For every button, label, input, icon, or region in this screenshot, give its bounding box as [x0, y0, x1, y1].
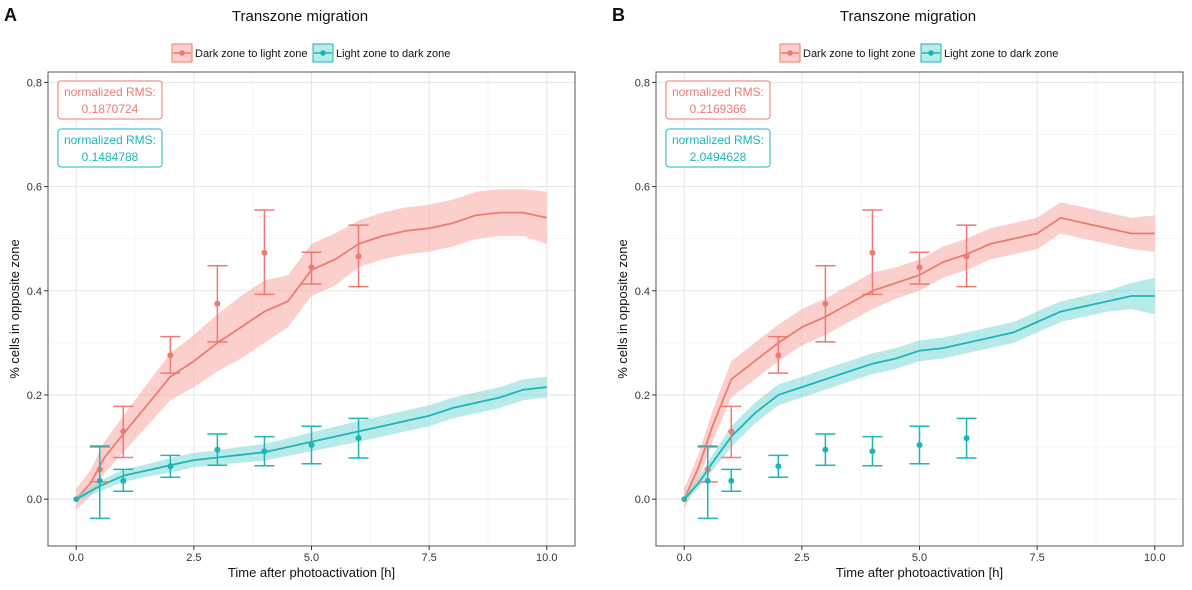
- y-tick-label: 0.6: [27, 182, 42, 194]
- rms-box-frame: [665, 80, 771, 120]
- simulation-line-red: [75, 211, 547, 500]
- gridlines: [48, 72, 575, 546]
- rms-box-frame: [665, 128, 771, 168]
- series-teal: [681, 277, 1155, 502]
- data-point: [728, 428, 735, 435]
- rms-label: normalized RMS:: [672, 133, 764, 147]
- rms-box-red: normalized RMS: 0.1870724: [57, 80, 163, 120]
- panel-label: B: [612, 5, 625, 25]
- data-point: [120, 477, 127, 484]
- legend-key-dot-red: [179, 50, 185, 56]
- x-tick-label: 2.5: [794, 552, 809, 564]
- experimental-teal: [89, 417, 369, 520]
- legend-key-dot-teal: [320, 50, 326, 56]
- legend: Dark zone to light zone Light zone to dar…: [779, 43, 1058, 63]
- x-tick-label: 2.5: [186, 552, 201, 564]
- legend-key-dot-teal: [928, 50, 934, 56]
- data-point: [214, 300, 221, 307]
- rms-label: normalized RMS:: [64, 85, 156, 99]
- chart-title: Transzone migration: [840, 8, 976, 25]
- rms-box-teal: normalized RMS: 2.0494628: [665, 128, 771, 168]
- confidence-band-teal: [684, 277, 1155, 502]
- data-point: [704, 477, 711, 484]
- experimental-teal: [697, 417, 977, 520]
- data-point: [96, 477, 103, 484]
- data-point: [916, 441, 923, 448]
- panel-label: A: [4, 5, 17, 25]
- rms-value: 0.2169366: [690, 102, 747, 116]
- y-tick-label: 0.6: [635, 182, 650, 194]
- y-tick-label: 0.4: [635, 286, 650, 298]
- y-tick-label: 0.0: [27, 494, 42, 506]
- x-tick-label: 5.0: [912, 552, 927, 564]
- x-tick-label: 0.0: [677, 552, 692, 564]
- rms-box-frame: [57, 128, 163, 168]
- chart-panel-A: A Transzone migration Dark zone to light z…: [4, 5, 576, 580]
- rms-value: 0.1484788: [82, 150, 139, 164]
- x-tick-label: 7.5: [421, 552, 436, 564]
- legend-label-light-to-dark: Light zone to dark zone: [944, 48, 1058, 60]
- data-point: [355, 253, 362, 260]
- simulation-line-teal: [683, 295, 1155, 500]
- data-point: [167, 463, 174, 470]
- axes: 0.0 0.2 0.4 0.6 0.8 0.0 2.5 5.0 7.5 10.0 Time afte…: [615, 77, 1165, 580]
- data-point: [869, 448, 876, 455]
- data-point: [167, 352, 174, 359]
- data-point: [822, 300, 829, 307]
- rms-value: 0.1870724: [82, 102, 139, 116]
- data-point: [775, 463, 782, 470]
- x-axis-label: Time after photoactivation [h]: [228, 565, 395, 580]
- rms-box-red: normalized RMS: 0.2169366: [665, 80, 771, 120]
- rms-box-frame: [57, 80, 163, 120]
- x-tick-label: 0.0: [69, 552, 84, 564]
- legend-label-light-to-dark: Light zone to dark zone: [336, 48, 450, 60]
- start-point-teal: [681, 496, 688, 502]
- y-tick-label: 0.2: [27, 390, 42, 402]
- rms-label: normalized RMS:: [64, 133, 156, 147]
- start-point-teal: [73, 496, 80, 502]
- chart-title: Transzone migration: [232, 8, 368, 25]
- y-axis-label: % cells in opposite zone: [7, 239, 22, 378]
- x-tick-label: 7.5: [1029, 552, 1044, 564]
- y-tick-label: 0.2: [635, 390, 650, 402]
- y-tick-label: 0.0: [635, 494, 650, 506]
- x-tick-label: 10.0: [1144, 552, 1165, 564]
- data-point: [963, 253, 970, 260]
- legend-label-dark-to-light: Dark zone to light zone: [803, 48, 916, 60]
- simulation-line-red: [683, 216, 1155, 500]
- legend: Dark zone to light zone Light zone to dar…: [171, 43, 450, 63]
- x-tick-label: 10.0: [536, 552, 557, 564]
- y-tick-label: 0.8: [27, 77, 42, 89]
- data-point: [355, 435, 362, 442]
- data-point: [822, 446, 829, 453]
- data-point: [261, 448, 268, 455]
- data-point: [963, 435, 970, 442]
- y-axis-label: % cells in opposite zone: [615, 239, 630, 378]
- data-point: [728, 477, 735, 484]
- x-tick-label: 5.0: [304, 552, 319, 564]
- data-point: [308, 264, 315, 271]
- data-point: [869, 249, 876, 256]
- legend-key-dot-red: [787, 50, 793, 56]
- rms-box-teal: normalized RMS: 0.1484788: [57, 128, 163, 168]
- data-point: [120, 428, 127, 435]
- data-point: [775, 352, 782, 359]
- data-point: [261, 249, 268, 256]
- y-tick-label: 0.4: [27, 286, 42, 298]
- legend-label-dark-to-light: Dark zone to light zone: [195, 48, 308, 60]
- data-point: [308, 441, 315, 448]
- x-axis-label: Time after photoactivation [h]: [836, 565, 1003, 580]
- y-tick-label: 0.8: [635, 77, 650, 89]
- rms-label: normalized RMS:: [672, 85, 764, 99]
- data-point: [214, 446, 221, 453]
- rms-value: 2.0494628: [690, 150, 747, 164]
- axes: 0.0 0.2 0.4 0.6 0.8 0.0 2.5 5.0 7.5 10.0 Time afte…: [7, 77, 557, 580]
- data-point: [916, 264, 923, 271]
- chart-panel-B: B Transzone migration Dark zone to light z…: [612, 5, 1184, 580]
